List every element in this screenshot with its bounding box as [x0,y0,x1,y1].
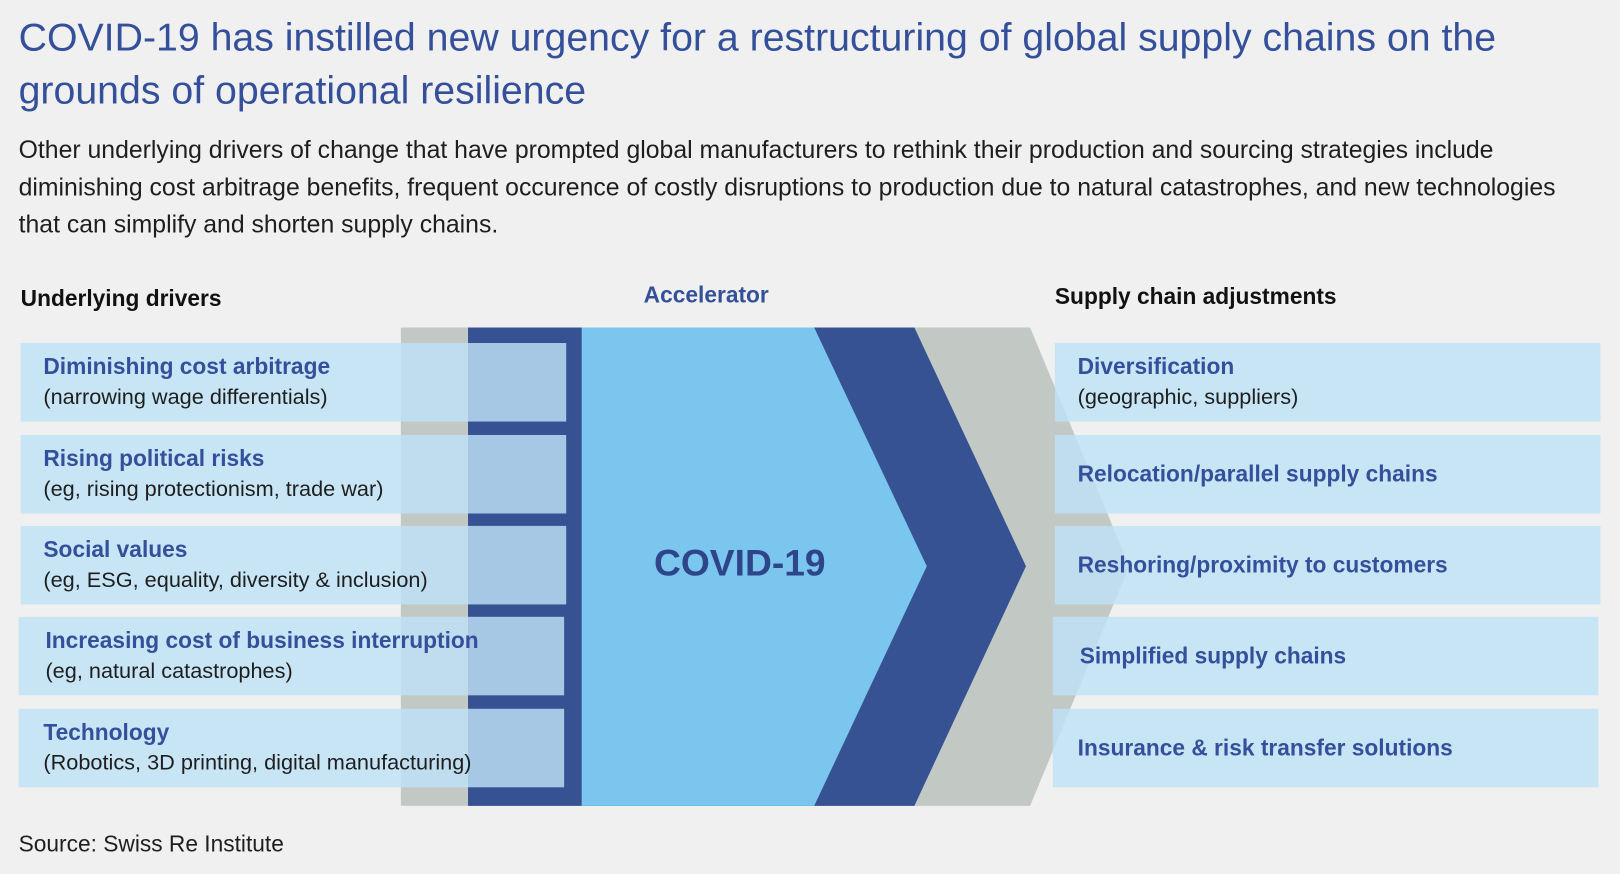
driver-box: Technology (Robotics, 3D printing, digita… [18,708,565,788]
driver-title: Diminishing cost arbitrage [43,353,331,380]
adjustment-box: Simplified supply chains [1052,616,1599,696]
adjustment-title: Simplified supply chains [1079,642,1347,669]
adjustment-box: Reshoring/proximity to customers [1054,525,1601,605]
header-underlying-drivers: Underlying drivers [20,285,222,311]
driver-detail: (narrowing wage differentials) [43,385,328,410]
adjustment-box: Relocation/parallel supply chains [1054,434,1601,514]
adjustment-title: Reshoring/proximity to customers [1077,551,1448,578]
driver-title: Social values [43,536,188,563]
adjustment-detail: (geographic, suppliers) [1077,385,1299,410]
adjustment-title: Diversification [1077,353,1235,380]
source-note: Source: Swiss Re Institute [18,830,284,857]
driver-detail: (eg, rising protectionism, trade war) [43,477,384,502]
driver-box: Rising political risks (eg, rising protec… [20,434,567,514]
driver-box: Social values (eg, ESG, equality, diversi… [20,525,567,605]
driver-title: Increasing cost of business interruption [45,627,479,653]
adjustment-title: Insurance & risk transfer solutions [1077,734,1453,761]
driver-title: Rising political risks [43,445,265,472]
header-accelerator: Accelerator [643,282,769,308]
light-blue-arrow [581,327,927,806]
header-supply-chain-adjustments: Supply chain adjustments [1054,283,1337,309]
accelerator-label: COVID-19 [654,541,826,584]
subtitle: Other underlying drivers of change that … [18,136,1556,239]
driver-box: Increasing cost of business interruption… [18,616,565,696]
driver-detail: (eg, natural catastrophes) [45,659,293,683]
adjustment-box: Insurance & risk transfer solutions [1052,708,1599,788]
driver-detail: (Robotics, 3D printing, digital manufact… [43,751,472,775]
driver-box: Diminishing cost arbitrage (narrowing wag… [20,343,567,422]
page-title: COVID-19 has instilled new urgency for a… [18,16,1497,113]
adjustment-title: Relocation/parallel supply chains [1077,460,1438,487]
adjustment-box: Diversification (geographic, suppliers) [1054,343,1601,422]
driver-title: Technology [43,719,170,745]
driver-detail: (eg, ESG, equality, diversity & inclusio… [43,568,428,593]
